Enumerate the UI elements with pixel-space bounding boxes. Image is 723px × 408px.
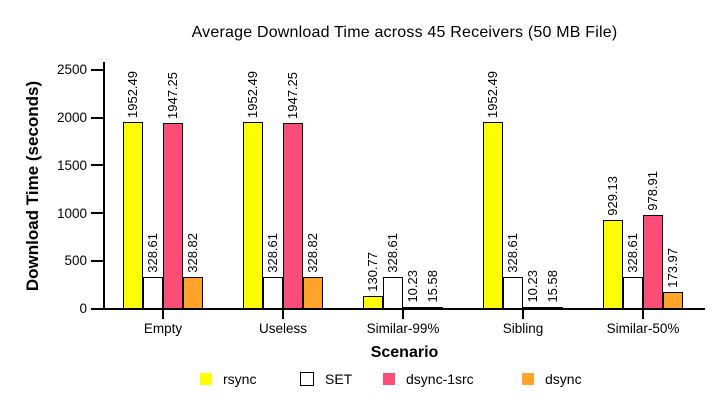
x-tick xyxy=(162,309,164,319)
bar-dsync-1src-2 xyxy=(283,122,303,309)
y-tick-label: 1500 xyxy=(56,157,87,173)
y-tick xyxy=(91,116,104,119)
category-label-sibling: Sibling xyxy=(502,321,544,336)
bar-value-label: 929.13 xyxy=(605,176,620,216)
bar-rsync-4 xyxy=(483,122,503,309)
bar-set-5 xyxy=(623,277,643,309)
y-tick xyxy=(91,68,104,71)
bar-rsync-1 xyxy=(123,122,143,309)
legend-label: dsync-1src xyxy=(406,371,474,387)
bar-value-label: 1947.25 xyxy=(285,71,300,119)
x-tick xyxy=(522,309,524,319)
bar-value-label: 1952.49 xyxy=(485,71,500,119)
x-axis-line xyxy=(103,308,705,310)
legend-label: SET xyxy=(325,371,353,387)
y-tick-label: 2000 xyxy=(56,110,87,125)
bar-value-label: 1952.49 xyxy=(125,71,140,119)
y-tick-label: 2500 xyxy=(56,62,87,78)
bar-value-label: 328.82 xyxy=(185,233,200,274)
bar-value-label: 328.61 xyxy=(265,233,280,274)
legend-swatch-rsync xyxy=(200,373,212,385)
bar-dsync-4 xyxy=(543,306,563,309)
bar-value-label: 328.61 xyxy=(625,233,640,274)
bar-value-label: 328.61 xyxy=(145,233,160,274)
bar-value-label: 15.58 xyxy=(425,269,440,303)
bar-value-label: 328.61 xyxy=(385,233,400,274)
bar-value-label: 328.61 xyxy=(505,233,520,274)
category-label-empty: Empty xyxy=(143,321,183,336)
bar-dsync-3 xyxy=(423,306,443,309)
bar-dsync-1src-3 xyxy=(403,306,423,309)
bar-value-label: 1952.49 xyxy=(245,71,260,119)
legend-item-dsync: dsync xyxy=(522,372,582,386)
bar-dsync-1src-4 xyxy=(523,306,543,309)
bar-value-label: 173.97 xyxy=(665,248,680,288)
legend-item-set: SET xyxy=(300,372,352,386)
bar-rsync-5 xyxy=(603,219,623,309)
x-tick xyxy=(282,309,284,319)
y-tick-label: 0 xyxy=(79,301,87,316)
legend-label: rsync xyxy=(223,371,257,387)
bar-set-2 xyxy=(263,277,283,309)
category-label-similar-50-: Similar-50% xyxy=(606,321,680,336)
y-tick xyxy=(91,212,104,214)
legend-swatch-dsync-1src xyxy=(383,373,395,385)
x-tick xyxy=(402,309,404,319)
legend-label: dsync xyxy=(545,371,582,387)
bar-rsync-3 xyxy=(363,296,383,309)
bar-dsync-5 xyxy=(663,291,683,309)
bar-dsync-1 xyxy=(183,277,203,309)
bar-dsync-1src-1 xyxy=(163,122,183,309)
legend-item-dsync-1src: dsync-1src xyxy=(383,372,474,386)
y-tick xyxy=(91,307,104,310)
chart-title: Average Download Time across 45 Receiver… xyxy=(191,24,618,41)
y-tick xyxy=(91,164,104,167)
bar-value-label: 10.23 xyxy=(525,269,540,303)
y-tick xyxy=(91,259,104,262)
legend-item-rsync: rsync xyxy=(200,372,256,386)
legend-swatch-dsync xyxy=(522,373,534,385)
legend-swatch-set xyxy=(300,372,314,386)
bar-rsync-2 xyxy=(243,122,263,309)
x-tick xyxy=(642,309,644,319)
category-label-similar-99-: Similar-99% xyxy=(366,321,440,336)
y-tick-label: 1000 xyxy=(56,205,87,221)
y-tick-label: 500 xyxy=(64,253,87,269)
bar-value-label: 15.58 xyxy=(545,269,560,303)
bar-value-label: 1947.25 xyxy=(165,71,180,119)
bar-set-4 xyxy=(503,277,523,309)
x-axis-title: Scenario xyxy=(370,344,439,361)
y-axis-line xyxy=(103,62,105,310)
bar-set-1 xyxy=(143,277,163,309)
bar-value-label: 10.23 xyxy=(405,269,420,303)
bar-dsync-1src-5 xyxy=(643,215,663,309)
category-label-useless: Useless xyxy=(258,321,307,336)
bar-value-label: 978.91 xyxy=(645,171,660,212)
bar-value-label: 328.82 xyxy=(305,233,320,274)
bar-dsync-2 xyxy=(303,277,323,309)
bar-value-label: 130.77 xyxy=(365,252,380,293)
bar-set-3 xyxy=(383,277,403,309)
